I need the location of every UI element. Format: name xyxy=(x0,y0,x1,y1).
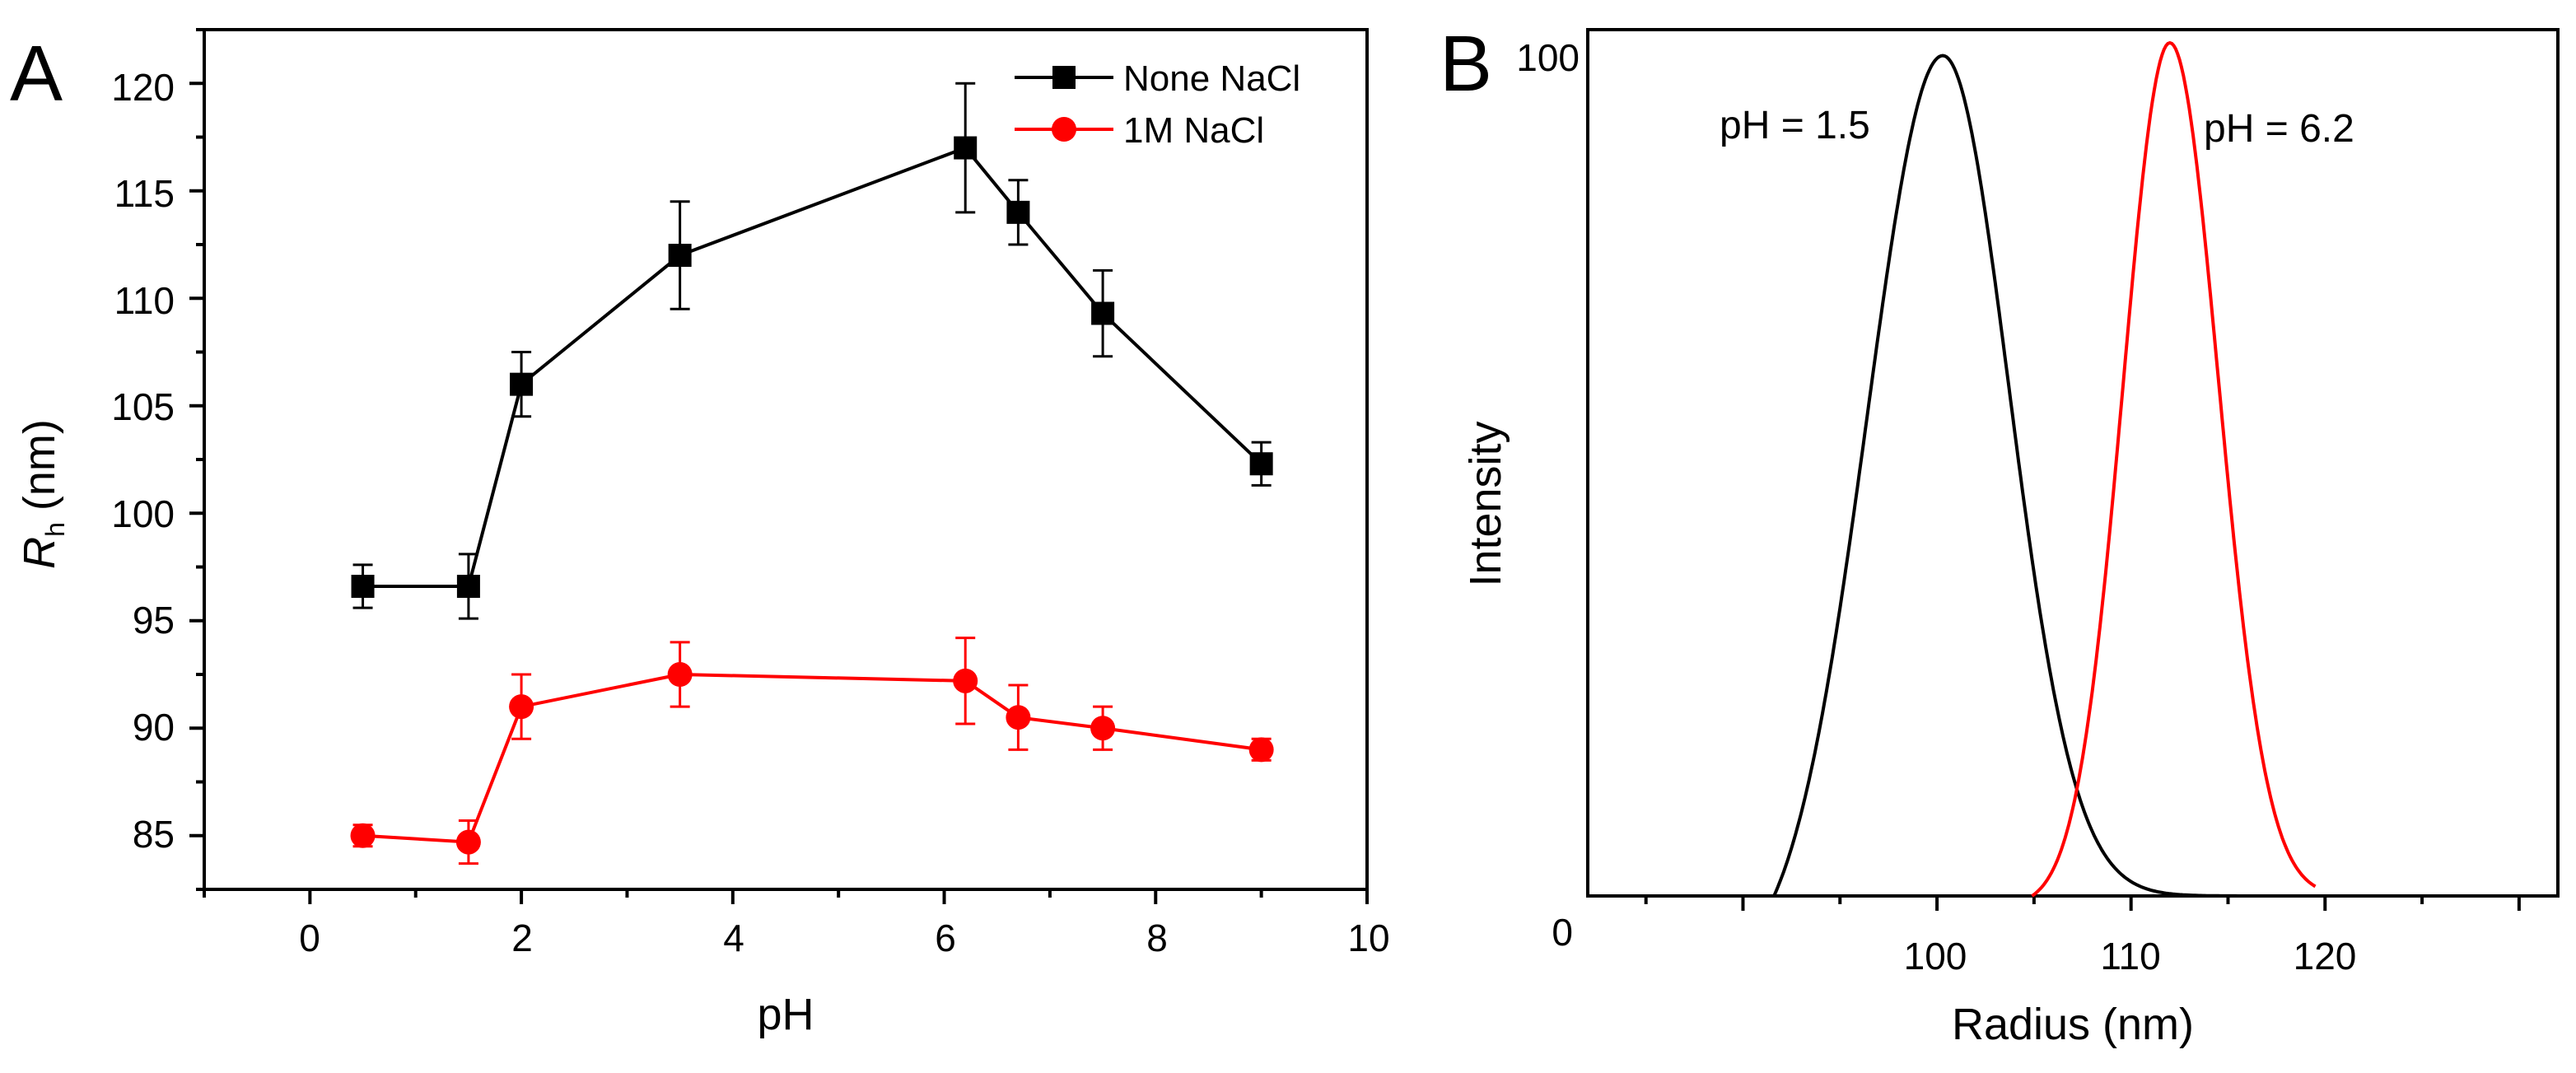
panel-a-y-tick-115: 115 xyxy=(114,172,175,215)
panel-b: B 100 110 120 0 100 Radius (nm) Intensit… xyxy=(1440,20,2560,1049)
panel-b-frame xyxy=(1586,28,2560,898)
panel-b-letter: B xyxy=(1440,20,1492,108)
data-point-1m-nacl xyxy=(509,694,534,720)
panel-b-x-axis-title: Radius (nm) xyxy=(1952,1000,2194,1049)
panel-a-y-axis-title-symbol: R xyxy=(15,537,64,569)
data-point-1m-nacl xyxy=(1248,737,1274,763)
legend-label-1m-nacl: 1M NaCl xyxy=(1123,110,1264,151)
data-point-none-nacl xyxy=(351,574,375,598)
data-point-none-nacl xyxy=(668,244,692,268)
panel-a-x-tick-4: 4 xyxy=(723,917,744,959)
legend-label-none-nacl: None NaCl xyxy=(1123,58,1300,99)
panel-a-x-tick-6: 6 xyxy=(935,917,956,959)
legend: None NaCl 1M NaCl xyxy=(1015,58,1300,151)
data-point-1m-nacl xyxy=(350,823,376,848)
panel-a-x-tick-labels: 0 2 4 6 8 10 xyxy=(299,917,1389,959)
data-point-none-nacl xyxy=(1091,301,1115,325)
distribution-curve-ph-1-5 xyxy=(1772,54,2471,898)
data-point-1m-nacl xyxy=(667,662,693,687)
data-point-none-nacl xyxy=(1006,200,1030,224)
panel-a-x-tick-2: 2 xyxy=(511,917,533,959)
panel-a-series xyxy=(350,82,1274,865)
panel-a-x-tick-0: 0 xyxy=(299,917,320,959)
panel-a-ticks xyxy=(189,28,1369,904)
panel-a-frame xyxy=(203,28,1369,891)
series-line-1m-nacl xyxy=(362,672,1262,844)
panel-a: A 0 2 4 6 8 10 85 90 95 100 105 110 115 … xyxy=(10,28,1390,1039)
panel-a-y-axis-title-unit: (nm) xyxy=(15,419,64,511)
panel-b-y-tick-0: 0 xyxy=(1552,911,1573,954)
panel-a-x-axis-title: pH xyxy=(757,990,814,1039)
panel-b-y-tick-100: 100 xyxy=(1516,36,1580,79)
panel-a-y-tick-labels: 85 90 95 100 105 110 115 120 xyxy=(111,66,175,856)
panel-b-x-tick-120: 120 xyxy=(2294,935,2357,977)
panel-a-y-tick-110: 110 xyxy=(114,279,175,322)
panel-a-y-tick-105: 105 xyxy=(111,385,175,428)
data-point-1m-nacl xyxy=(1090,716,1116,741)
distribution-curve-ph-6-2 xyxy=(2031,40,2317,898)
panel-a-y-tick-95: 95 xyxy=(133,599,175,641)
data-point-none-nacl xyxy=(456,574,480,598)
panel-b-x-tick-labels: 100 110 120 xyxy=(1904,935,2357,977)
data-point-1m-nacl xyxy=(953,668,978,693)
panel-a-x-tick-10: 10 xyxy=(1347,917,1389,959)
panel-b-x-tick-110: 110 xyxy=(2100,935,2160,977)
panel-a-y-axis-title-subscript: h xyxy=(40,522,70,537)
data-point-1m-nacl xyxy=(455,829,481,855)
panel-b-y-axis-title: Intensity xyxy=(1461,421,1510,586)
panel-a-x-tick-8: 8 xyxy=(1146,917,1168,959)
panel-b-ticks xyxy=(1644,896,2521,911)
panel-b-x-tick-100: 100 xyxy=(1904,935,1967,977)
legend-marker-1m-nacl xyxy=(1052,117,1076,142)
series-line-none-nacl xyxy=(362,146,1263,588)
panel-b-series xyxy=(1772,40,2471,898)
data-point-none-nacl xyxy=(510,372,534,396)
data-point-none-nacl xyxy=(954,136,978,160)
panel-a-y-tick-120: 120 xyxy=(111,66,175,109)
panel-a-y-axis-title: Rh (nm) xyxy=(15,419,70,569)
annotation-ph-1-5: pH = 1.5 xyxy=(1720,104,1870,147)
panel-a-y-tick-100: 100 xyxy=(111,492,175,535)
legend-marker-none-nacl xyxy=(1052,66,1076,89)
annotation-ph-6-2: pH = 6.2 xyxy=(2204,107,2354,151)
panel-a-y-tick-90: 90 xyxy=(133,706,175,749)
panel-a-letter: A xyxy=(10,30,63,118)
data-point-1m-nacl xyxy=(1006,705,1031,730)
data-point-none-nacl xyxy=(1249,452,1273,476)
panel-a-y-tick-85: 85 xyxy=(133,813,175,856)
